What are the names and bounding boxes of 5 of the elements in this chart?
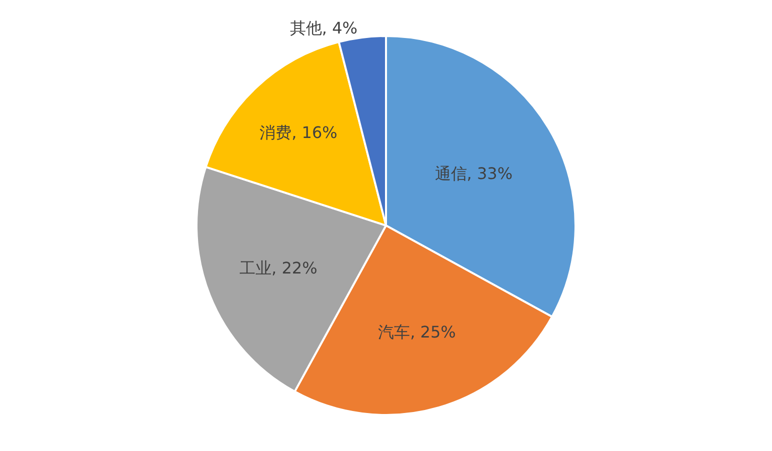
slice-label: 其他, 4% xyxy=(290,18,358,38)
slice-label: 汽车, 25% xyxy=(378,322,456,342)
slice-label: 消费, 16% xyxy=(260,122,338,142)
slice-label: 通信, 33% xyxy=(434,164,513,184)
slice-label: 工业, 22% xyxy=(240,258,318,278)
